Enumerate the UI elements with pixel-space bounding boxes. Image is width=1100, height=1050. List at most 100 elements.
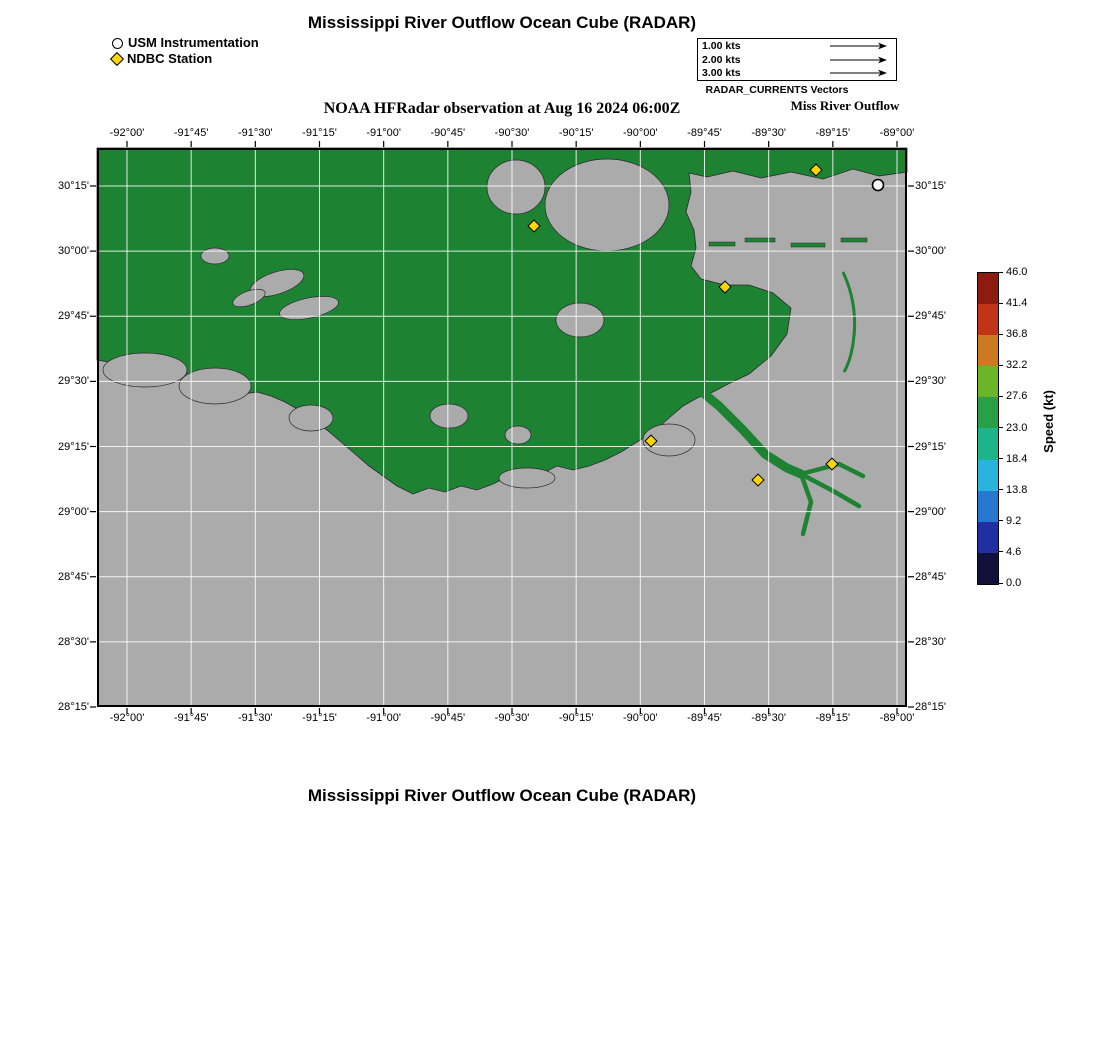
vector-scale-row: 3.00 kts (702, 67, 892, 79)
vector-scale-caption: RADAR_CURRENTS Vectors (705, 84, 849, 96)
x-axis-tick-label-top: -91°30' (238, 127, 273, 139)
colorbar-tick (999, 302, 1003, 304)
x-axis-tick-label-top: -92°00' (109, 127, 145, 139)
delta-prong-south (798, 471, 814, 537)
vector-scale-label: 1.00 kts (702, 40, 741, 53)
colorbar-tick-label: 13.8 (1006, 483, 1028, 496)
x-axis-tick-label-top: -89°45' (687, 127, 722, 139)
page-title: Mississippi River Outflow Ocean Cube (RA… (307, 13, 697, 32)
x-axis-tick-label-bottom: -90°15' (558, 712, 594, 724)
y-axis-tick-label-left: 29°30' (58, 375, 89, 388)
y-axis-tick-label-left: 30°00' (58, 245, 89, 258)
barrier-island-2 (744, 237, 776, 243)
colorbar-tick-label: 18.4 (1006, 452, 1028, 465)
x-axis-tick-label-top: -90°00' (623, 127, 658, 139)
colorbar-tick (999, 333, 1003, 335)
colorbar-segment (978, 459, 998, 491)
ndbc-station-marker (718, 280, 732, 294)
ndbc-station-marker (825, 457, 839, 471)
barrier-island-1 (708, 241, 736, 247)
y-axis-tick-label-right: 29°30' (915, 375, 946, 388)
x-axis-tick-label-bottom: -89°15' (815, 712, 851, 724)
colorbar-segment (978, 366, 998, 398)
x-axis-tick-label-bottom: -90°00' (623, 712, 658, 724)
y-axis-tick-label-left: 28°30' (58, 635, 89, 648)
vector-scale-label: 3.00 kts (702, 66, 741, 79)
vector-arrow-icon (830, 56, 887, 63)
vector-scale-row: 2.00 kts (702, 54, 892, 66)
colorbar-segment (978, 428, 998, 460)
vector-arrow-icon (830, 42, 887, 50)
y-axis-tick-label-right: 30°00' (915, 245, 946, 258)
ndbc-station-marker (527, 219, 541, 233)
x-axis-tick-label-bottom: -91°30' (238, 712, 273, 724)
y-axis-tick-label-left: 29°15' (58, 440, 89, 453)
y-axis-tick-label-left: 30°15' (58, 180, 89, 192)
y-axis-tick-label-right: 28°15' (915, 701, 946, 713)
vector-scale-row: 1.00 kts (702, 40, 892, 52)
y-axis-tick-label-right: 30°15' (915, 180, 946, 192)
legend-row-ndbc: NDBC Station (109, 51, 259, 67)
x-axis-tick-label-top: -90°45' (430, 127, 466, 139)
small-lake-west-2 (232, 288, 266, 308)
x-axis-tick-label-top: -91°00' (366, 127, 401, 139)
y-axis-tick-label-right: 29°45' (915, 310, 946, 323)
marker-legend: USM Instrumentation NDBC Station (109, 36, 259, 67)
colorbar-tick (999, 427, 1003, 428)
y-axis-tick-label-right: 28°45' (915, 570, 946, 583)
lake-maurepas (486, 159, 546, 215)
atchafalaya-bay (288, 404, 334, 432)
usm-station-marker (871, 178, 885, 192)
x-axis-tick-label-top: -90°30' (494, 127, 530, 139)
map-frame (97, 148, 907, 707)
ndbc-station-marker (644, 434, 658, 448)
ndbc-diamond-icon (109, 51, 125, 67)
legend-row-usm: USM Instrumentation (112, 36, 259, 50)
vector-scale-box: 1.00 kts 2.00 kts 3.00 kts (697, 38, 897, 81)
colorbar-tick (999, 458, 1003, 460)
six-mile-lake (279, 296, 339, 320)
x-axis-tick-label-top: -89°00' (879, 127, 915, 139)
ndbc-station-marker (751, 473, 765, 487)
lake-salvador (429, 403, 469, 429)
x-axis-tick-label-bottom: -91°15' (302, 712, 337, 724)
delta-prong-east (798, 461, 866, 479)
colorbar (977, 272, 999, 585)
colorbar-segment (978, 273, 998, 305)
station-markers (527, 163, 885, 487)
colorbar-tick (999, 520, 1003, 522)
little-lake (504, 425, 532, 445)
x-axis-tick-label-bottom: -91°45' (173, 712, 209, 724)
colorbar-axis-label: Speed (kt) (1041, 390, 1056, 453)
y-axis-tick-label-right: 29°00' (915, 505, 946, 518)
small-lake-west-1 (200, 247, 230, 265)
colorbar-segment (978, 552, 998, 584)
axis-ticks (90, 141, 914, 714)
x-axis-tick-label-top: -89°15' (815, 127, 851, 139)
ndbc-station-marker (809, 163, 823, 177)
lac-des-allemands (555, 302, 605, 338)
x-axis-tick-label-top: -91°45' (173, 127, 209, 139)
colorbar-tick (999, 489, 1003, 491)
vector-scale-label: 2.00 kts (702, 53, 741, 66)
colorbar-tick (999, 271, 1003, 273)
x-axis-tick-label-top: -91°15' (302, 127, 337, 139)
lake-pontchartrain (544, 158, 670, 252)
colorbar-segment (978, 304, 998, 336)
colorbar-tick-label: 4.6 (1006, 545, 1022, 558)
map-subtitle: NOAA HFRadar observation at Aug 16 2024 … (323, 100, 681, 117)
mississippi-river-channel (690, 381, 806, 479)
colorbar-tick-label: 32.2 (1006, 359, 1028, 372)
page-title-bottom: Mississippi River Outflow Ocean Cube (RA… (307, 786, 697, 805)
y-axis-tick-label-left: 28°45' (58, 570, 89, 583)
colorbar-tick-label: 23.0 (1006, 421, 1028, 434)
colorbar-tick-label: 41.4 (1006, 297, 1028, 310)
x-axis-tick-label-bottom: -89°00' (879, 712, 915, 724)
colorbar-tick (999, 582, 1003, 584)
colorbar-tick-label: 27.6 (1006, 390, 1028, 403)
x-axis-tick-label-bottom: -91°00' (366, 712, 401, 724)
y-axis-tick-label-left: 28°15' (58, 701, 89, 713)
colorbar-segment (978, 521, 998, 553)
y-axis-tick-label-left: 29°00' (58, 505, 89, 518)
colorbar-segment (978, 397, 998, 429)
